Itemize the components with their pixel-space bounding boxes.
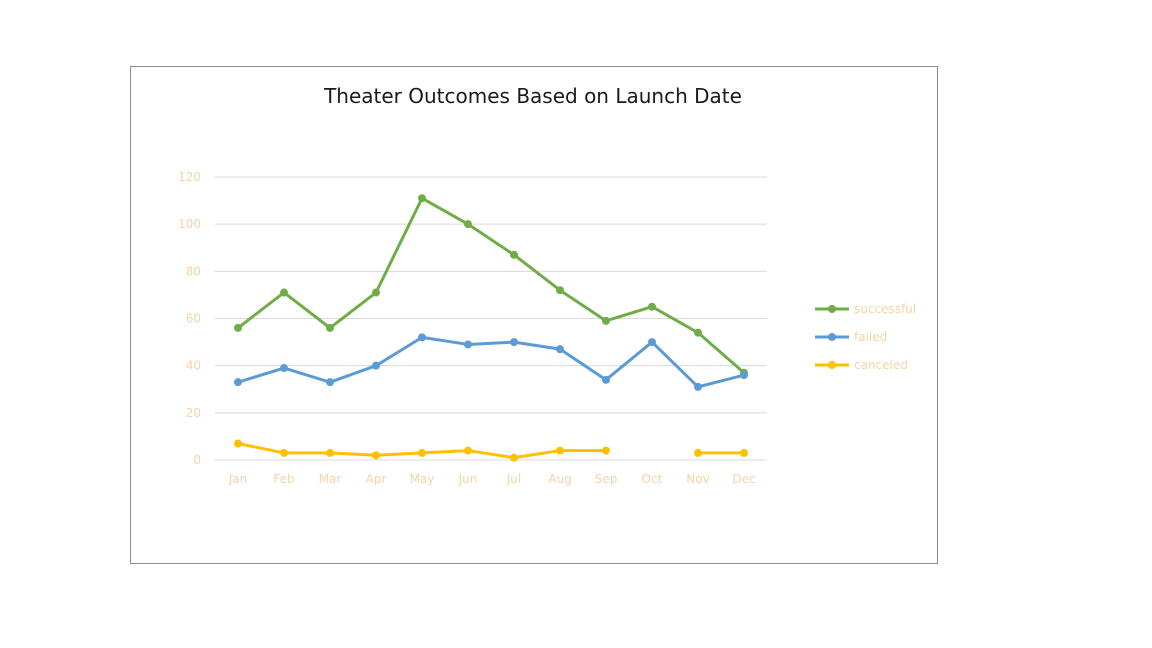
data-point-successful (602, 316, 610, 325)
x-tick-label: Aug (548, 472, 571, 486)
legend-swatch-marker (828, 361, 836, 369)
data-point-canceled (510, 453, 518, 462)
data-point-canceled (740, 448, 748, 457)
data-point-failed (556, 345, 564, 354)
data-point-successful (694, 328, 702, 337)
data-point-failed (372, 361, 380, 370)
x-tick-label: Feb (273, 472, 294, 486)
legend-swatch-marker (828, 333, 836, 341)
data-point-successful (326, 323, 334, 332)
x-tick-label: Jan (228, 472, 248, 486)
data-point-failed (694, 382, 702, 391)
x-tick-label: Mar (319, 472, 342, 486)
data-point-canceled (326, 448, 334, 457)
data-point-failed (602, 375, 610, 384)
data-point-successful (464, 220, 472, 229)
data-point-failed (418, 333, 426, 342)
x-tick-label: Apr (366, 472, 387, 486)
data-point-failed (464, 340, 472, 349)
data-point-failed (280, 364, 288, 373)
data-point-canceled (556, 446, 564, 455)
x-axis-ticks: Jan Feb Mar Apr May Jun Jul Aug Sep Oct Nov Dec (228, 472, 756, 486)
x-tick-label: Jul (506, 472, 521, 486)
series-group (234, 194, 748, 462)
x-tick-label: Nov (686, 472, 709, 486)
legend-label: successful (854, 302, 916, 316)
series-line-failed (236, 335, 746, 389)
data-point-successful (510, 250, 518, 259)
series-line-successful (236, 196, 746, 375)
legend-label: canceled (854, 358, 908, 372)
data-point-canceled (464, 446, 472, 455)
data-point-failed (234, 378, 242, 387)
x-tick-label: Dec (732, 472, 755, 486)
data-point-successful (372, 288, 380, 297)
data-point-failed (740, 371, 748, 380)
x-tick-label: Sep (595, 472, 618, 486)
legend-item-failed: failed (815, 330, 887, 344)
y-tick-label: 80 (186, 264, 201, 278)
line-chart: Theater Outcomes Based on Launch Date 0 2… (178, 84, 916, 486)
x-tick-label: Oct (642, 472, 663, 486)
y-tick-label: 40 (186, 359, 201, 373)
data-point-canceled (694, 448, 702, 457)
data-point-canceled (280, 448, 288, 457)
y-tick-label: 120 (178, 170, 201, 184)
legend-swatch-marker (828, 305, 836, 313)
data-point-canceled (602, 446, 610, 455)
data-point-failed (326, 378, 334, 387)
legend: successful failed canceled (815, 302, 916, 372)
y-tick-label: 20 (186, 406, 201, 420)
data-point-canceled (372, 451, 380, 460)
x-tick-label: May (410, 472, 435, 486)
data-point-failed (648, 338, 656, 347)
series-line-canceled (236, 441, 746, 460)
data-point-canceled (418, 448, 426, 457)
data-point-canceled (234, 439, 242, 448)
y-tick-label: 60 (186, 312, 201, 326)
chart-area: Theater Outcomes Based on Launch Date 0 2… (130, 66, 938, 564)
legend-item-successful: successful (815, 302, 916, 316)
gridlines (215, 176, 767, 461)
legend-item-canceled: canceled (815, 358, 908, 372)
series-failed (234, 333, 748, 391)
series-successful (234, 194, 748, 377)
data-point-successful (648, 302, 656, 311)
y-axis-ticks: 0 20 40 60 80 100 120 (178, 170, 201, 467)
data-point-successful (234, 323, 242, 332)
series-canceled (234, 439, 748, 462)
x-tick-label: Jun (458, 472, 478, 486)
data-point-failed (510, 338, 518, 347)
chart-title: Theater Outcomes Based on Launch Date (323, 84, 742, 108)
data-point-successful (556, 286, 564, 295)
data-point-successful (280, 288, 288, 297)
data-point-successful (418, 194, 426, 203)
legend-label: failed (854, 330, 887, 344)
y-tick-label: 100 (178, 217, 201, 231)
y-tick-label: 0 (193, 453, 201, 467)
